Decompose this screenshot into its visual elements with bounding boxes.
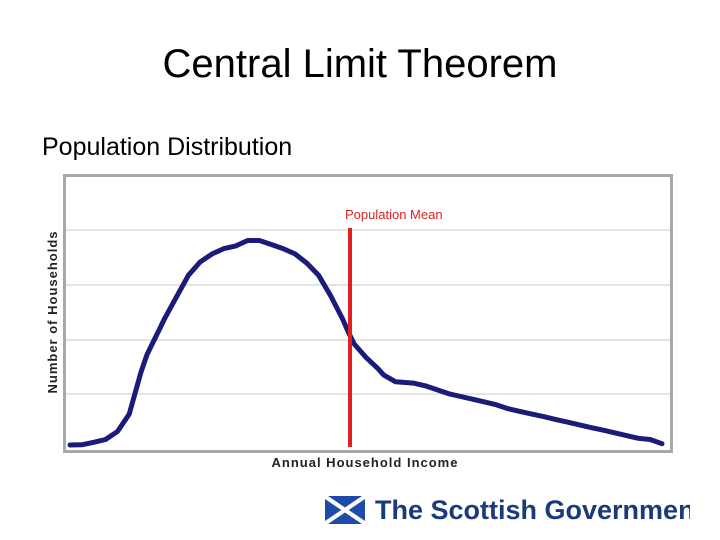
slide-title: Central Limit Theorem: [162, 42, 558, 86]
scottish-government-logo: The Scottish Government: [325, 493, 704, 532]
x-axis-label: Annual Household Income: [272, 455, 459, 470]
logo-text: The Scottish Government: [375, 495, 690, 525]
slide-subtitle: Population Distribution: [42, 133, 293, 161]
saltire-flag-icon: [325, 496, 365, 524]
annotation-group: Population Mean: [345, 207, 443, 447]
grid-lines: [66, 229, 670, 395]
population-mean-label: Population Mean: [345, 207, 443, 222]
y-axis-label: Number of Households: [45, 230, 60, 393]
